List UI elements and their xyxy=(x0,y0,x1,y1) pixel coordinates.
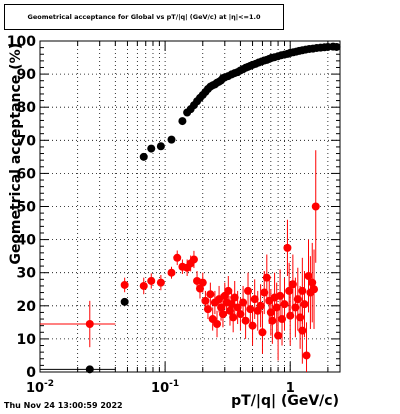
data-point-red xyxy=(139,281,148,290)
data-point-red xyxy=(241,316,250,325)
y-tick-label: 100 xyxy=(7,34,36,50)
data-point-black xyxy=(139,152,148,161)
data-point-red xyxy=(167,268,176,277)
data-point-red xyxy=(283,243,292,252)
data-point-red xyxy=(203,305,212,314)
data-point-red xyxy=(285,286,294,295)
data-point-red xyxy=(274,331,283,340)
data-point-black xyxy=(85,365,94,374)
data-point-red xyxy=(278,315,287,324)
data-point-red xyxy=(224,286,233,295)
x-tick-label: 1 xyxy=(286,381,295,396)
data-point-red xyxy=(85,320,94,329)
data-point-red xyxy=(173,253,182,262)
x-tick-label: 10-1 xyxy=(151,379,179,396)
data-point-red xyxy=(201,296,210,305)
data-point-red xyxy=(246,305,255,314)
y-tick-label: 10 xyxy=(17,332,37,348)
data-point-red xyxy=(304,272,313,281)
data-point-red xyxy=(147,276,156,285)
data-point-red xyxy=(298,286,307,295)
y-tick-label: 60 xyxy=(17,166,37,182)
data-point-red xyxy=(276,291,285,300)
y-axis-label: Geometrical acceptance (%) xyxy=(8,43,24,265)
y-tick-label: 90 xyxy=(17,67,37,83)
data-point-red xyxy=(311,202,320,211)
data-point-red xyxy=(239,298,248,307)
y-tick-label: 20 xyxy=(17,299,37,315)
data-point-black xyxy=(156,142,165,151)
data-point-red xyxy=(225,306,234,315)
data-point-red xyxy=(298,326,307,335)
y-tick-label: 80 xyxy=(17,100,37,116)
data-point-red xyxy=(233,303,242,312)
data-point-red xyxy=(308,278,317,287)
data-point-red xyxy=(260,288,269,297)
y-tick-label: 30 xyxy=(17,266,37,282)
y-tick-label: 40 xyxy=(17,233,37,249)
data-point-red xyxy=(120,280,129,289)
data-point-red xyxy=(156,278,165,287)
data-point-red xyxy=(288,280,297,289)
x-axis-label: pT/|q| (GeV/c) xyxy=(231,393,339,409)
data-point-red xyxy=(189,255,198,264)
footer-timestamp: Thu Nov 24 13:00:59 2022 xyxy=(4,401,123,410)
data-point-red xyxy=(236,310,245,319)
data-point-red xyxy=(227,300,236,309)
y-tick-label: 50 xyxy=(17,200,37,216)
data-point-red xyxy=(213,320,222,329)
data-point-red xyxy=(268,316,277,325)
data-point-red xyxy=(293,295,302,304)
data-point-red xyxy=(272,303,281,312)
data-point-red xyxy=(300,300,309,309)
data-point-red xyxy=(217,303,226,312)
data-point-red xyxy=(296,313,305,322)
chart-title-box: Geometrical acceptance for Global vs pT/… xyxy=(4,4,284,30)
data-point-red xyxy=(250,295,259,304)
y-tick-label: 0 xyxy=(26,365,36,381)
data-point-red xyxy=(291,303,300,312)
data-point-red xyxy=(258,328,267,337)
data-point-red xyxy=(280,300,289,309)
x-tick-label: 10-2 xyxy=(26,379,54,396)
data-point-red xyxy=(195,284,204,293)
data-point-red xyxy=(244,286,253,295)
data-point-red xyxy=(256,301,265,310)
data-point-red xyxy=(206,290,215,299)
data-point-red xyxy=(262,273,271,282)
chart-title: Geometrical acceptance for Global vs pT/… xyxy=(27,13,261,21)
data-point-red xyxy=(286,311,295,320)
data-point-black xyxy=(332,42,341,51)
data-point-black xyxy=(178,117,187,126)
data-point-black xyxy=(120,297,129,306)
data-point-red xyxy=(302,351,311,360)
data-point-red xyxy=(310,285,319,294)
data-point-red xyxy=(198,278,207,287)
data-point-red xyxy=(229,313,238,322)
data-point-red xyxy=(266,308,275,317)
data-point-black xyxy=(147,144,156,153)
y-tick-label: 70 xyxy=(17,133,37,149)
data-point-red xyxy=(218,310,227,319)
data-marks xyxy=(85,42,341,374)
data-point-red xyxy=(230,293,239,302)
data-point-black xyxy=(167,135,176,144)
data-point-red xyxy=(248,321,257,330)
